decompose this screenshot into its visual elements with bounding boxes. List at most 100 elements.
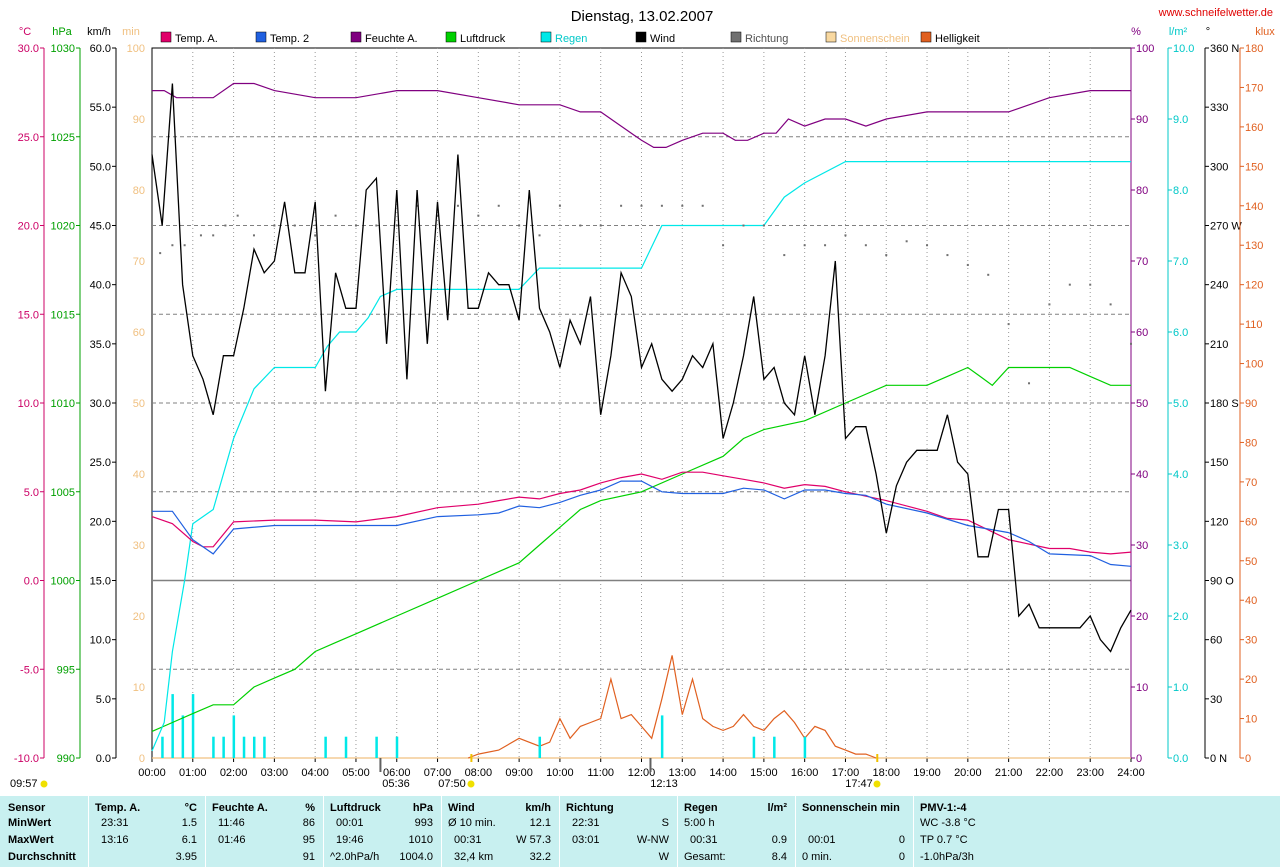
direction-point [722, 244, 725, 247]
direction-point [599, 224, 602, 227]
stats-temp-max-time: 13:16 [101, 834, 129, 846]
wind-axis-tick-label: 0.0 [96, 753, 111, 765]
time-tick-label: 03:00 [261, 767, 289, 779]
brightness-axis-tick-label: 170 [1245, 82, 1263, 94]
axis-units: °C hPa km/h min % l/m² ° klux [19, 26, 1275, 38]
wind-axis-tick-label: 5.0 [96, 694, 111, 706]
stats-richtung-min-time: 22:31 [572, 817, 600, 829]
rain-bar [538, 736, 542, 758]
legend-swatch-regen [540, 31, 552, 43]
left-time-label: 09:57 [10, 778, 38, 790]
stats-feuchte-max-time: 01:46 [218, 834, 246, 846]
legend: Temp. A. Temp. 2 Feuchte A. Luftdruck Re… [160, 31, 980, 45]
direction-point [1130, 342, 1132, 345]
stats-pmv-windchill: WC -3.8 °C [920, 817, 976, 829]
stats-feuchte-avg-value: 91 [302, 851, 315, 863]
direction-point [314, 234, 317, 237]
wind-axis-tick-label: 60.0 [90, 43, 111, 55]
humidity-axis-tick-label: 70 [1136, 256, 1148, 268]
stats-feuchte-header: Feuchte A. [212, 802, 268, 814]
temp-axis-tick-label: 10.0 [18, 398, 39, 410]
rain-bar [252, 736, 256, 758]
stats-temp-min-time: 23:31 [101, 817, 129, 829]
rain-bar [232, 715, 236, 758]
direction-point [1068, 283, 1071, 286]
rain-axis-tick-label: 3.0 [1173, 540, 1188, 552]
stats-temp-header: Temp. A. [95, 802, 141, 814]
direction-point [1007, 323, 1010, 326]
temp-axis-tick-label: 15.0 [18, 309, 39, 321]
time-tick-label: 17:00 [832, 767, 860, 779]
stats-feuchte-min-time: 11:46 [218, 817, 245, 829]
rain-bar [222, 736, 225, 758]
sunrise-sun-icon [467, 780, 475, 788]
rain-axis-tick-label: 8.0 [1173, 185, 1188, 197]
pressure-axis-tick-label: 1030 [51, 43, 75, 55]
stats-luftdruck-trend: ^2.0hPa/h [330, 851, 380, 863]
stats-regen-duration: 5:00 h [684, 817, 715, 829]
direction-point [681, 204, 684, 207]
direction-point [864, 244, 867, 247]
stats-col-sonnenschein: Sonnenschein min 00:01 0 0 min. 0 [796, 796, 914, 867]
direction-point [354, 224, 357, 227]
legend-label-regen: Regen [555, 33, 587, 45]
direction-point [762, 224, 765, 227]
stats-richtung-max-time: 03:01 [572, 834, 600, 846]
legend-swatch-richtung [730, 31, 742, 43]
wind-axis-tick-label: 45.0 [90, 221, 111, 233]
sun-axis-tick-label: 0 [139, 753, 145, 765]
stats-wind-header: Wind [448, 802, 475, 814]
direction-point [212, 234, 215, 237]
stats-sonnenschein-total: 0 min. [802, 851, 832, 863]
stats-luftdruck-max-value: 1010 [408, 834, 433, 846]
pressure-axis-tick-label: 1005 [51, 487, 75, 499]
direction-axis-tick-label: 0 N [1210, 753, 1227, 765]
pressure-axis-tick-label: 1010 [51, 398, 75, 410]
wind-axis-tick-label: 55.0 [90, 102, 111, 114]
wind-axis-tick-label: 10.0 [90, 635, 111, 647]
rain-bar [242, 736, 246, 758]
brightness-axis-tick-label: 180 [1245, 43, 1263, 55]
stats-wind-max-time: 00:31 [454, 834, 482, 846]
direction-point [497, 204, 500, 207]
rain-bar [171, 694, 174, 758]
rain-bar [324, 736, 327, 758]
time-tick-label: 12:00 [628, 767, 656, 779]
stats-regen-max-time: 00:31 [690, 834, 718, 846]
sun-axis-tick-label: 70 [133, 256, 145, 268]
brightness-axis-tick-label: 50 [1245, 556, 1257, 568]
humidity-axis-tick-label: 50 [1136, 398, 1148, 410]
rain-bar [660, 715, 664, 758]
direction-point [171, 244, 174, 247]
direction-point [375, 224, 378, 227]
direction-point [844, 234, 847, 237]
pressure-axis-tick-label: 1020 [51, 221, 75, 233]
direction-point [966, 263, 969, 266]
stats-row-max-label: MaxWert [8, 834, 54, 846]
direction-point [436, 214, 439, 217]
sunrise-label: 05:36 [382, 778, 410, 790]
time-tick-label: 24:00 [1117, 767, 1145, 779]
legend-swatch-feuchte [350, 31, 362, 43]
humidity-axis-tick-label: 90 [1136, 114, 1148, 126]
legend-swatch-helligkeit [920, 31, 932, 43]
direction-point [926, 244, 929, 247]
humidity-axis-tick-label: 100 [1136, 43, 1154, 55]
rain-bar [395, 736, 399, 758]
stats-col-wind: Wind km/h Ø 10 min. 12.1 00:31 W 57.3 32… [442, 796, 560, 867]
direction-point [416, 204, 419, 207]
pressure-axis-unit: hPa [52, 26, 72, 38]
direction-point [1028, 382, 1031, 385]
stats-richtung-header: Richtung [566, 802, 614, 814]
stats-luftdruck-unit: hPa [412, 802, 433, 814]
brightness-axis-tick-label: 60 [1245, 516, 1257, 528]
brightness-axis-tick-label: 140 [1245, 201, 1263, 213]
time-tick-label: 19:00 [913, 767, 941, 779]
stats-col-luftdruck: Luftdruck hPa 00:01 993 19:46 1010 ^2.0h… [324, 796, 442, 867]
website-link[interactable]: www.schneifelwetter.de [1158, 7, 1273, 19]
left-sun-icon [40, 780, 48, 788]
time-tick-label: 06:00 [383, 767, 411, 779]
humidity-axis-tick-label: 0 [1136, 753, 1142, 765]
series-line-helligkeit [467, 655, 877, 759]
brightness-axis-tick-label: 70 [1245, 477, 1257, 489]
